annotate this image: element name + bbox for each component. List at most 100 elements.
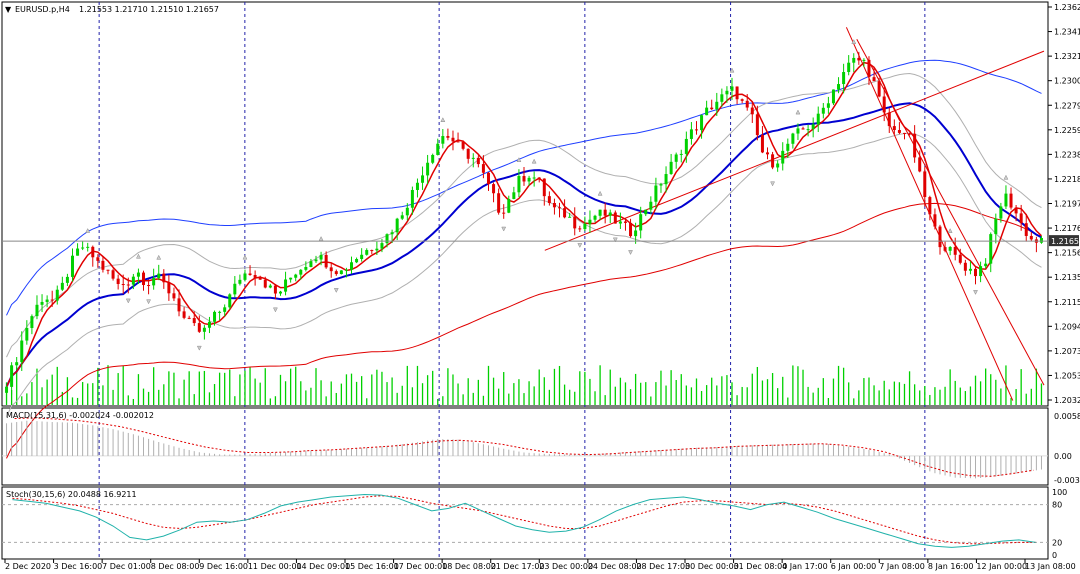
- candle-body: [461, 141, 465, 149]
- candle-body: [598, 209, 602, 216]
- candle-body: [228, 294, 232, 308]
- candle-body: [55, 289, 59, 301]
- candle-body: [30, 316, 34, 329]
- candle-body: [537, 177, 541, 179]
- candle-body: [497, 193, 501, 213]
- candle-body: [121, 284, 125, 286]
- candle-body: [679, 153, 683, 155]
- candle-body: [197, 323, 201, 332]
- candle-body: [218, 311, 222, 313]
- candle-body: [512, 192, 516, 199]
- price-tick-label: 1.23620: [1054, 3, 1080, 12]
- candle-body: [705, 107, 709, 116]
- stoch-main-line: [12, 493, 1036, 548]
- macd-pane[interactable]: [1, 407, 1049, 486]
- time-tick-label: 7 Jan 08:00: [879, 562, 925, 571]
- candle-body: [131, 276, 135, 285]
- time-tick-label: 23 Dec 00:00: [539, 562, 593, 571]
- candle-body: [542, 178, 546, 197]
- candle-body: [385, 234, 389, 244]
- candle-body: [664, 174, 668, 185]
- price-tick-label: 1.23415: [1054, 28, 1080, 37]
- time-tick-label: 31 Dec 08:00: [734, 562, 788, 571]
- candle-body: [786, 143, 790, 151]
- price-pane[interactable]: [1, 1, 1049, 407]
- fractal-up: [947, 228, 953, 233]
- candle-body: [593, 215, 597, 220]
- fractal-up: [242, 254, 248, 260]
- candle-body: [700, 115, 704, 131]
- candle-body: [629, 222, 633, 237]
- candle-body: [659, 184, 663, 186]
- time-tick-label: 7 Dec 01:00: [102, 562, 151, 571]
- time-tick-label: 12 Jan 00:00: [976, 562, 1027, 571]
- candle-body: [1024, 223, 1028, 236]
- candle-body: [989, 234, 993, 264]
- candle-body: [126, 284, 130, 286]
- fractal-down: [333, 288, 339, 293]
- candle-body: [324, 254, 328, 268]
- candle-body: [953, 246, 957, 255]
- candle-body: [1004, 193, 1008, 207]
- fractal-down: [770, 181, 775, 187]
- macd-tick-label: -0.00354: [1054, 476, 1080, 485]
- time-tick-label: 11 Dec 00:00: [248, 562, 302, 571]
- fractal-arrows: [85, 39, 1009, 351]
- stoch-pane[interactable]: [1, 486, 1049, 560]
- candle-body: [314, 259, 318, 262]
- candle-body: [710, 107, 714, 110]
- candle-body: [405, 207, 409, 216]
- candle-body: [984, 263, 988, 267]
- candle-body: [669, 161, 673, 175]
- lower-envelope: [6, 202, 1042, 459]
- candle-body: [522, 176, 526, 182]
- fractal-up: [136, 253, 141, 259]
- candle-body: [172, 293, 176, 299]
- candle-body: [623, 221, 627, 223]
- candle-body: [10, 365, 14, 387]
- candle-body: [492, 184, 496, 194]
- price-tick-label: 1.21975: [1054, 200, 1080, 209]
- price-tick-label: 1.22180: [1054, 175, 1080, 184]
- candle-body: [65, 276, 69, 283]
- candle-body: [136, 272, 140, 277]
- candle-body: [603, 209, 607, 216]
- candle-body: [15, 362, 19, 366]
- candle-body: [471, 157, 475, 159]
- candle-body: [202, 327, 206, 332]
- chart-menu-arrow[interactable]: ▼: [5, 5, 12, 14]
- time-tick-label: 21 Dec 17:00: [491, 562, 545, 571]
- price-tick-label: 1.23005: [1054, 77, 1080, 86]
- candle-body: [334, 271, 338, 275]
- candle-body: [558, 207, 562, 209]
- candle-body: [25, 328, 29, 341]
- candle-body: [618, 221, 622, 224]
- candle-body: [923, 171, 927, 198]
- candle-body: [446, 136, 450, 138]
- candle-body: [720, 94, 724, 102]
- candle-body: [101, 260, 105, 270]
- stochastic-indicator: [12, 493, 1036, 548]
- candle-body: [50, 299, 54, 301]
- stoch-label: Stoch(30,15,6) 20.0488 16.9211: [6, 490, 137, 499]
- candle-body: [852, 57, 856, 63]
- candle-body: [40, 301, 44, 305]
- fractal-down: [125, 298, 131, 304]
- candle-body: [583, 223, 587, 230]
- candle-body: [781, 150, 785, 164]
- price-tick-label: 1.20530: [1054, 371, 1080, 380]
- candle-body: [81, 247, 85, 249]
- time-tick-label: 6 Jan 00:00: [831, 562, 877, 571]
- candle-body: [415, 182, 419, 190]
- macd-tick-label: 0.005874: [1054, 412, 1080, 421]
- candle-body: [1039, 238, 1043, 243]
- macd-signal-line: [14, 417, 1034, 477]
- price-axis: 1.23620 1.23415 1.23210 1.23005 1.22795 1.225…: [1048, 3, 1080, 560]
- time-tick-label: 14 Dec 09:00: [296, 562, 350, 571]
- candle-body: [410, 189, 414, 208]
- candle-body: [750, 107, 754, 115]
- candle-body: [1019, 213, 1023, 224]
- price-tick-label: 1.21560: [1054, 249, 1080, 258]
- candle-body: [745, 100, 749, 108]
